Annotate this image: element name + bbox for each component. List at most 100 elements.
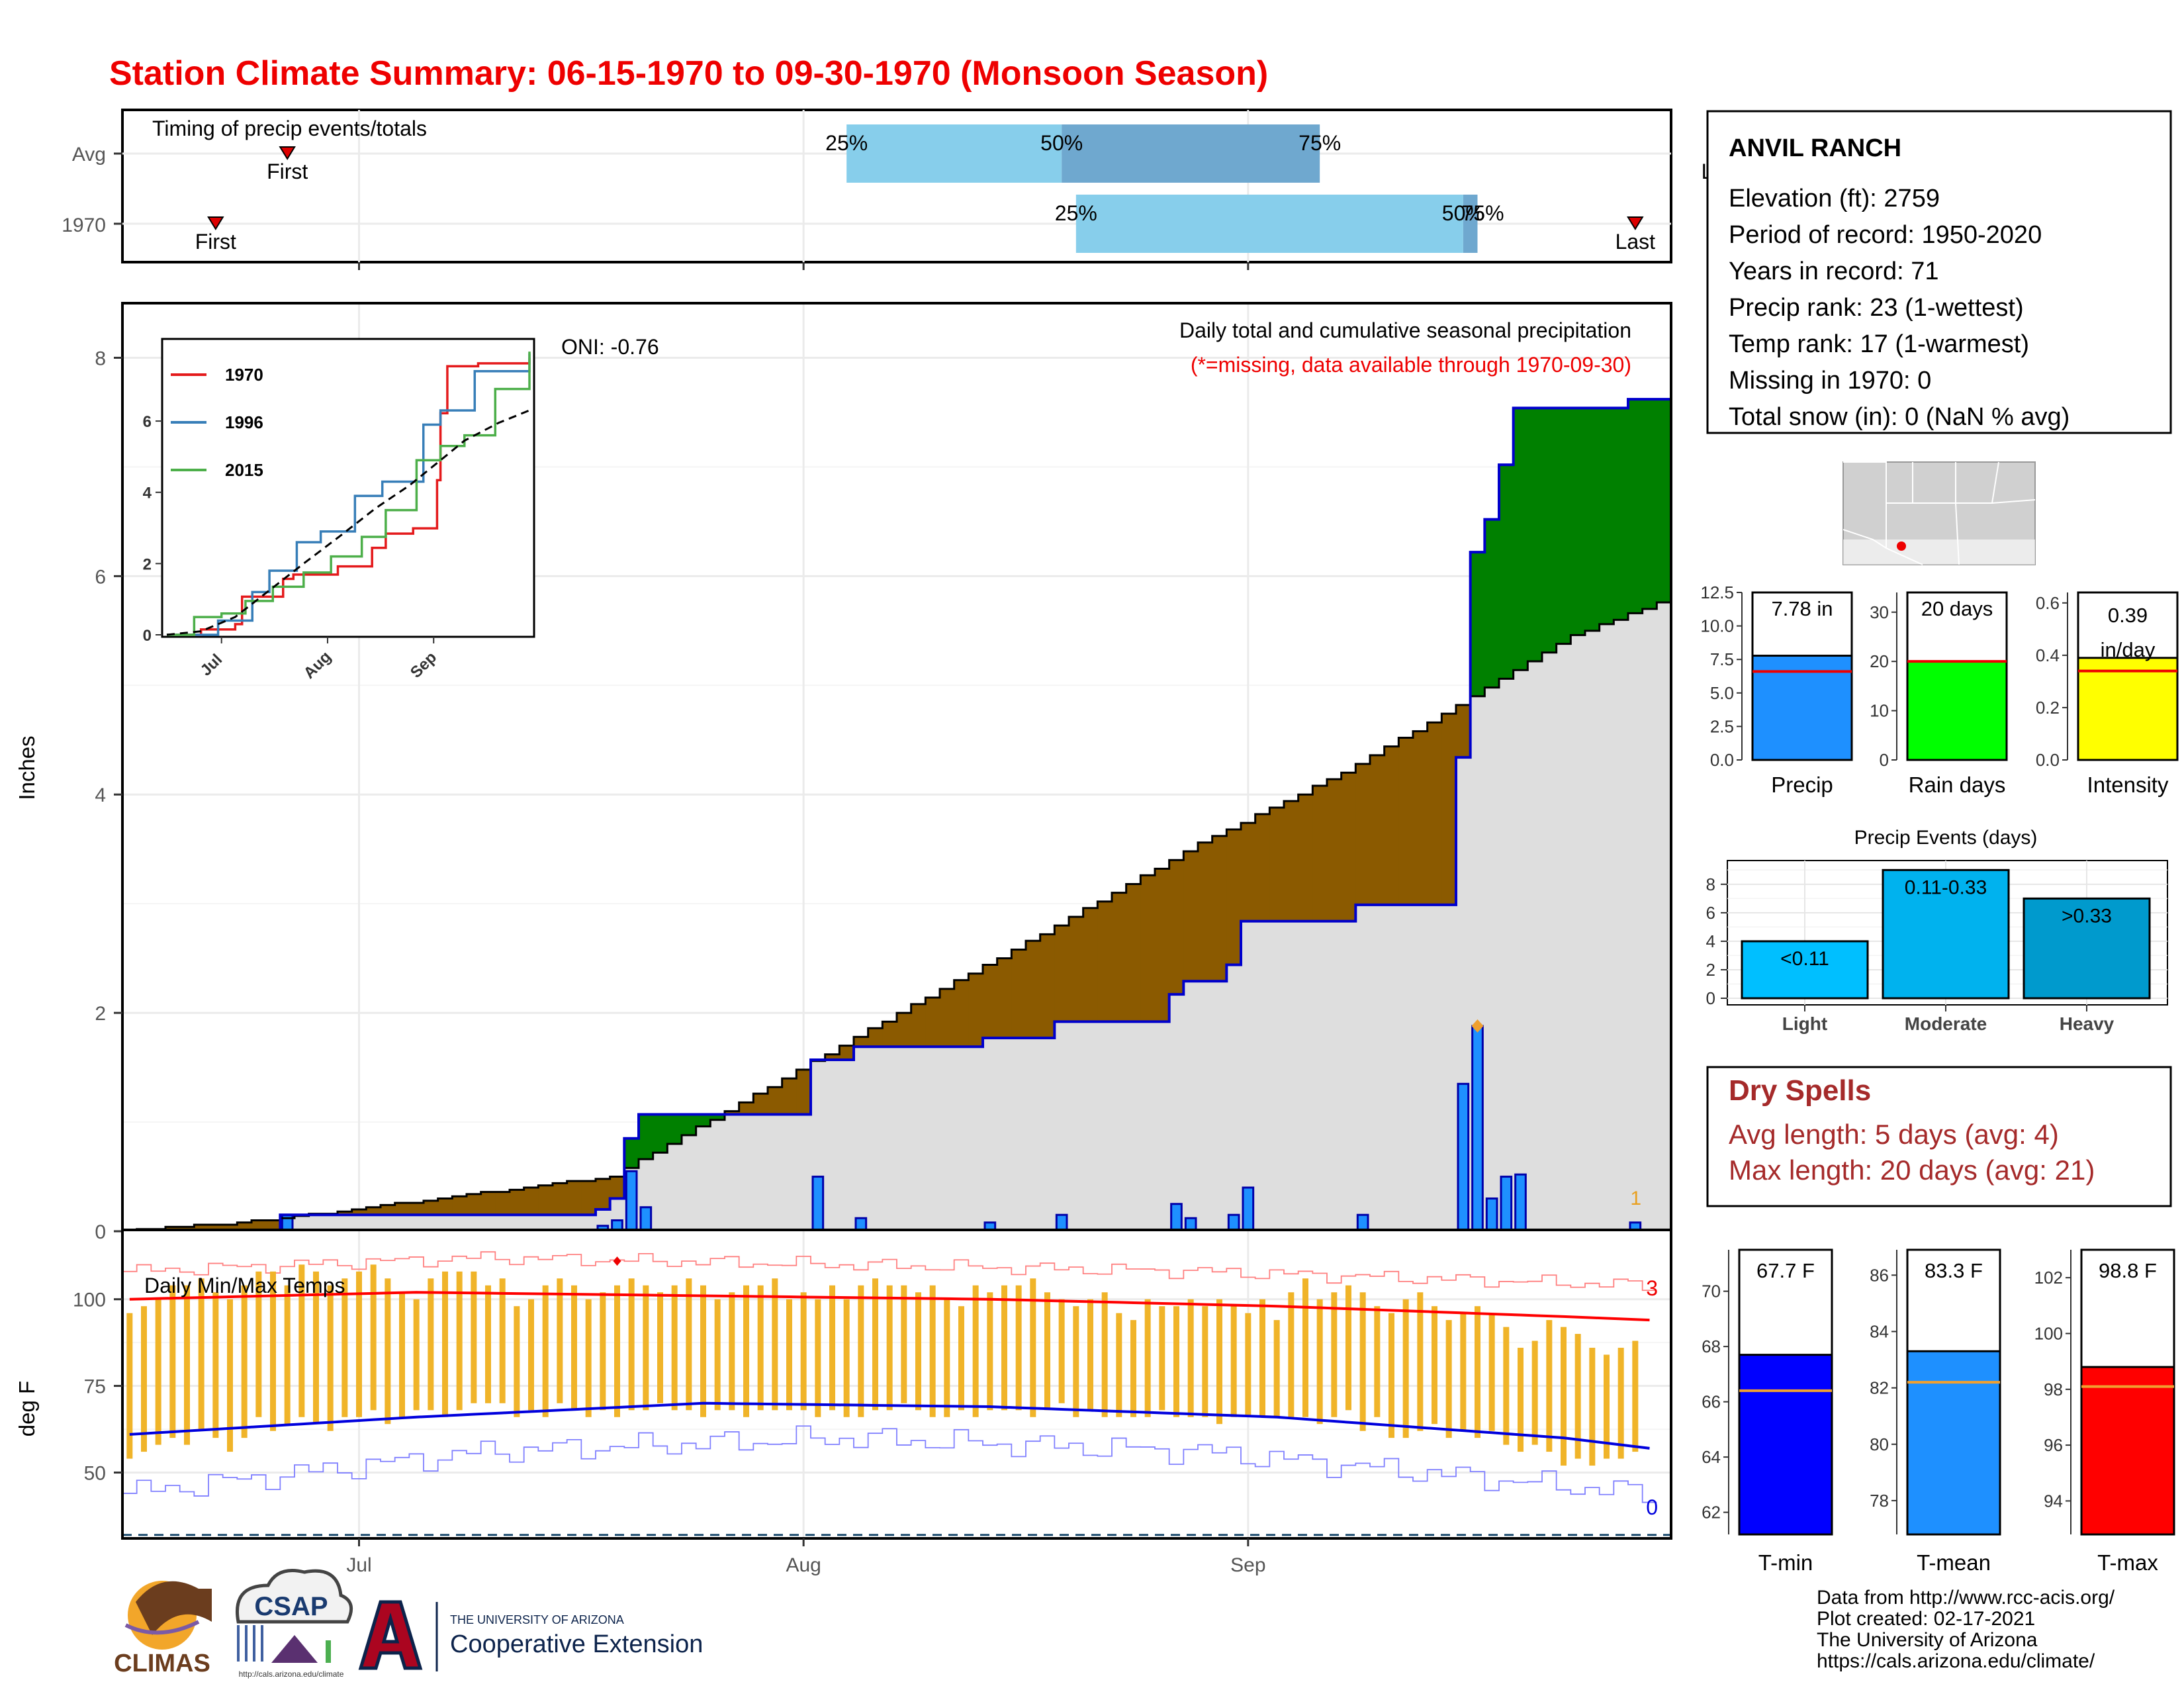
daily-temp-bar-13: [313, 1271, 319, 1425]
below-average-fill: [251, 1220, 267, 1231]
above-average-fill: [624, 1138, 639, 1168]
daily-temp-bar-102: [1589, 1348, 1596, 1466]
above-average-fill: [682, 1114, 697, 1135]
timing-row-label-1970: 1970: [62, 214, 106, 236]
temp-summary-bar-t-max: 94 96 98 100 102 98.8 F T-max: [2034, 1248, 2175, 1575]
precip-y-axis: 0 2 4 6 8: [95, 348, 122, 1243]
below-average-fill: [495, 1192, 510, 1215]
daily-temp-bar-49: [829, 1285, 835, 1411]
below-average-fill: [1312, 786, 1328, 921]
temp-summary-tick-label: 64: [1702, 1447, 1721, 1467]
daily-temp-bar-87: [1374, 1306, 1381, 1417]
precip-fills: [122, 399, 1672, 1231]
precip-panel: 0 2 4 6 8 Inches Daily total and cumulative …: [15, 302, 1672, 1243]
precip-y-tick-label-6: 6: [95, 566, 106, 588]
climas-wave-icon: [124, 1620, 200, 1635]
below-average-fill: [1169, 860, 1184, 995]
ua-small-text: THE UNIVERSITY OF ARIZONA: [450, 1613, 624, 1626]
precip-events-content: 0 2 4 6 8 <0.11 Light 0.11-0.33 Moderate >0.33 Hea…: [1706, 861, 2167, 1034]
events-y-tick-label-6: 6: [1706, 903, 1715, 923]
below-average-fill: [265, 1220, 281, 1231]
inset-series-1970: [167, 357, 531, 636]
daily-temp-bar-73: [1173, 1306, 1179, 1417]
precip-y-tick-label-8: 8: [95, 348, 106, 369]
summary-bar-rain-days: 0 10 20 30 20 days Rain days: [1870, 591, 2008, 797]
daily-temp-bar-8: [241, 1285, 248, 1438]
footer-data-source: Data from http://www.rcc-acis.org/: [1817, 1587, 2115, 1609]
daily-precip-bar-08-18: [1242, 1186, 1255, 1233]
station-info-box: ANVIL RANCH Elevation (ft): 2759 Period …: [1706, 110, 2172, 434]
below-average-fill: [1384, 746, 1399, 905]
below-average-fill: [366, 1207, 381, 1215]
below-average-fill: [1427, 722, 1442, 905]
daily-temp-bar-97: [1518, 1348, 1524, 1452]
daily-temp-bar-32: [585, 1299, 592, 1417]
record-high-day-marker: [613, 1256, 621, 1266]
below-average-fill: [523, 1188, 539, 1215]
temp-y-tick-label-50: 50: [84, 1463, 106, 1485]
temp-count-high: 3: [1646, 1276, 1658, 1300]
timing-label-50-Avg: 50%: [1040, 131, 1083, 155]
summary-bar-value-label: 7.78 in: [1771, 597, 1833, 620]
events-bar-moderate: [1882, 868, 2010, 1000]
above-average-fill: [1499, 465, 1514, 679]
record-low-line: [122, 1425, 1657, 1503]
temp-summary-name: T-mean: [1917, 1550, 1991, 1575]
below-average-fill: [510, 1190, 525, 1215]
events-bar-light: [1741, 940, 1869, 1000]
below-average-fill: [854, 1037, 869, 1047]
daily-precip-bar-07-06: [625, 1170, 638, 1233]
temp-summary-bar-t-min: 62 64 66 68 70 67.7 F T-min: [1702, 1248, 1833, 1575]
legend-label-1996: 1996: [225, 412, 263, 432]
daily-temp-bar-58: [958, 1306, 964, 1411]
above-average-fill: [1484, 519, 1500, 688]
daily-precip-bar-09-02: [1457, 1082, 1470, 1233]
daily-temp-bar-83: [1316, 1299, 1323, 1425]
daily-temp-bar-98: [1531, 1340, 1538, 1445]
inset-y-tick-label-0: 0: [143, 627, 152, 645]
daily-temp-bar-78: [1245, 1313, 1251, 1417]
daily-temp-bar-54: [901, 1285, 907, 1403]
timing-marker-first-1970: [207, 216, 224, 230]
events-bar-label-light: <0.11: [1780, 948, 1829, 970]
daily-temp-bar-4: [184, 1285, 190, 1445]
daily-temp-bar-60: [987, 1292, 993, 1411]
daily-temp-bar-59: [972, 1285, 979, 1417]
csap-cloud-icon: [236, 1569, 353, 1624]
locator-map: [1843, 461, 2036, 565]
daily-temp-bar-68: [1101, 1292, 1108, 1417]
below-average-fill: [424, 1200, 439, 1215]
below-average-fill: [351, 1209, 367, 1215]
station-snow: Total snow (in): 0 (NaN % avg): [1729, 403, 2070, 431]
daily-temp-bar-82: [1302, 1278, 1308, 1417]
daily-temp-bar-103: [1604, 1354, 1610, 1459]
below-average-fill: [1441, 714, 1457, 905]
temp-summary-tick-label: 98: [2044, 1380, 2063, 1399]
timing-label-last-1970: Last: [1615, 230, 1656, 254]
ua-big-text: Cooperative Extension: [450, 1630, 703, 1658]
below-average-fill: [467, 1194, 482, 1215]
below-average-fill: [553, 1183, 568, 1215]
temp-summary-tick-label: 96: [2044, 1435, 2063, 1455]
below-average-fill: [437, 1198, 453, 1215]
below-average-fill: [882, 1021, 897, 1047]
dry-spells-avg: Avg length: 5 days (avg: 4): [1729, 1119, 2059, 1150]
timing-bar-50-75-Avg: [1062, 124, 1320, 183]
timing-label-first-Avg: First: [267, 160, 308, 183]
summary-tick-label: 0.6: [2036, 593, 2060, 613]
daily-precip-bar-08-13: [1170, 1203, 1183, 1233]
below-average-fill: [409, 1203, 424, 1215]
daily-temp-bar-63: [1030, 1278, 1036, 1417]
daily-temp-bar-69: [1116, 1313, 1122, 1417]
below-average-fill: [1112, 892, 1127, 1022]
temp-summary-tick-label: 94: [2044, 1491, 2063, 1511]
precip-annotation-missing: (*=missing, data available through 1970-…: [1191, 353, 1631, 377]
below-average-fill: [1083, 908, 1098, 1022]
temp-summary-tick-label: 82: [1870, 1378, 1889, 1398]
station-missing: Missing in 1970: 0: [1729, 367, 1931, 395]
events-x-label-heavy: Heavy: [2060, 1013, 2115, 1034]
daily-temp-bar-20: [413, 1299, 420, 1411]
temp-summary-tick-label: 70: [1702, 1282, 1721, 1301]
daily-temp-bar-33: [600, 1292, 606, 1411]
